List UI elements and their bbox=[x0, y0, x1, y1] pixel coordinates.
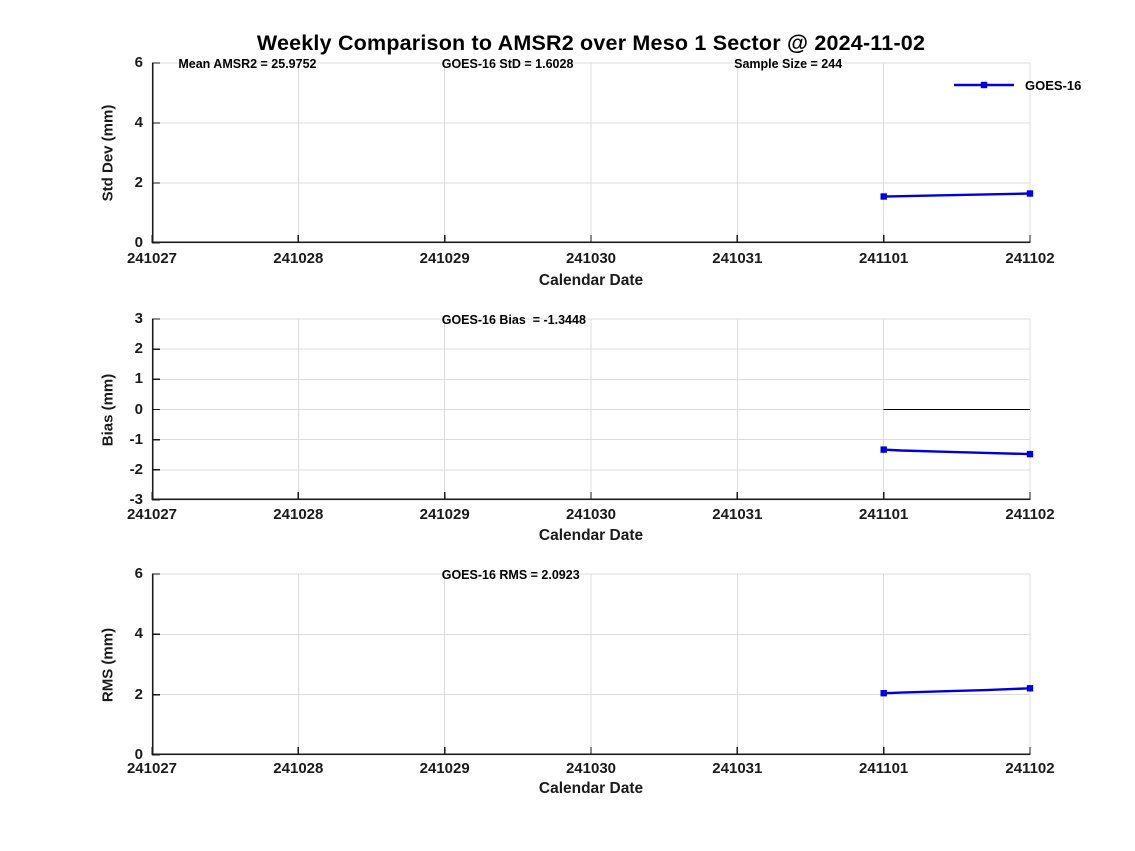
x-tick-label: 241029 bbox=[419, 506, 470, 523]
y-tick-label: 4 bbox=[134, 114, 143, 131]
y-tick-label: 0 bbox=[134, 234, 143, 251]
y-tick-label: 4 bbox=[134, 625, 143, 643]
y-tick-label: 0 bbox=[134, 746, 143, 763]
x-tick-label: 241031 bbox=[712, 760, 763, 777]
x-axis-label: Calendar Date bbox=[538, 780, 644, 797]
y-tick-label: -3 bbox=[129, 491, 143, 508]
x-tick-label: 241102 bbox=[1005, 250, 1055, 267]
y-tick-label: 1 bbox=[134, 370, 143, 388]
x-tick-label: 241029 bbox=[419, 760, 470, 777]
y-tick-label: 2 bbox=[134, 340, 143, 358]
x-tick-label: 241027 bbox=[126, 760, 178, 777]
y-tick-label: 2 bbox=[134, 174, 143, 191]
figure-title: Weekly Comparison to AMSR2 over Meso 1 S… bbox=[256, 31, 926, 55]
y-tick-label: 6 bbox=[134, 565, 143, 582]
y-tick-label: -1 bbox=[129, 430, 143, 448]
x-axis-label: Calendar Date bbox=[538, 272, 644, 289]
plot-area bbox=[151, 62, 1034, 244]
x-tick-label: 241029 bbox=[419, 250, 470, 267]
stat-annotation: Mean AMSR2 = 25.9752 bbox=[178, 57, 317, 71]
stat-annotation: GOES-16 RMS = 2.0923 bbox=[441, 568, 580, 582]
x-tick-label: 241101 bbox=[859, 760, 909, 777]
plot-canvas bbox=[151, 318, 1034, 501]
y-tick-label: 0 bbox=[134, 400, 143, 418]
y-tick-label: 2 bbox=[134, 685, 143, 703]
x-tick-label: 241101 bbox=[859, 250, 909, 267]
plot-canvas bbox=[151, 573, 1034, 756]
x-tick-label: 241030 bbox=[565, 760, 617, 777]
y-tick-label: -2 bbox=[129, 460, 143, 478]
stat-annotation: GOES-16 StD = 1.6028 bbox=[441, 57, 574, 71]
x-tick-label: 241027 bbox=[126, 506, 178, 523]
x-tick-label: 241028 bbox=[273, 506, 324, 523]
plot-canvas bbox=[151, 62, 1034, 244]
x-axis-label: Calendar Date bbox=[538, 527, 644, 544]
x-tick-label: 241030 bbox=[565, 506, 617, 523]
x-tick-label: 241028 bbox=[273, 760, 324, 777]
stat-annotation: GOES-16 Bias = -1.3448 bbox=[441, 313, 586, 327]
x-tick-label: 241102 bbox=[1005, 506, 1055, 523]
y-tick-label: 6 bbox=[134, 54, 143, 71]
x-tick-label: 241028 bbox=[273, 250, 324, 267]
plot-area bbox=[151, 318, 1034, 501]
x-tick-label: 241027 bbox=[126, 250, 178, 267]
x-tick-label: 241102 bbox=[1005, 760, 1055, 777]
legend-label: GOES-16 bbox=[1025, 77, 1082, 93]
y-tick-label: 3 bbox=[134, 310, 143, 327]
x-tick-label: 241101 bbox=[859, 506, 909, 523]
legend: GOES-16 bbox=[952, 77, 1081, 93]
x-tick-label: 241030 bbox=[565, 250, 617, 267]
x-tick-label: 241031 bbox=[712, 506, 763, 523]
stat-annotation: Sample Size = 244 bbox=[734, 57, 843, 71]
plot-area bbox=[151, 573, 1034, 756]
legend-line-sample bbox=[952, 77, 1016, 93]
x-tick-label: 241031 bbox=[712, 250, 763, 267]
